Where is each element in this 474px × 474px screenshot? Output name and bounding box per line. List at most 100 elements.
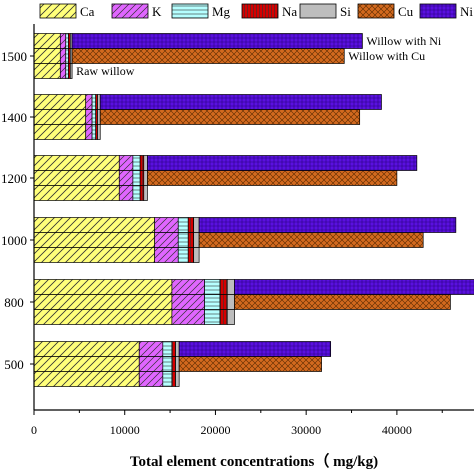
legend-label-Ni: Ni — [460, 4, 473, 19]
bar-segment-Na-1200-1 — [139, 170, 145, 186]
x-tick-label: 20000 — [200, 423, 230, 437]
bar-segment-Ca-1200-0 — [33, 185, 120, 201]
bar-segment-Ca-800-2 — [33, 279, 173, 295]
row-label-1: Willow with Cu — [348, 49, 425, 63]
bar-segment-K-800-1 — [171, 294, 205, 310]
legend-swatch-Mg — [171, 3, 209, 19]
bar-segment-Na-800-0 — [219, 309, 228, 325]
x-tick-label: 40000 — [382, 423, 412, 437]
bar-segment-Mg-800-1 — [204, 294, 221, 310]
bar-segment-Cu-1400-1 — [99, 109, 361, 125]
bar-segment-K-1400-0 — [85, 124, 93, 140]
bar-segment-Ca-1000-1 — [33, 232, 156, 248]
bar-segment-Si-1500-0 — [69, 63, 73, 79]
bar-segment-Mg-1500-0 — [65, 63, 69, 79]
bar-segment-Na-500-0 — [171, 371, 176, 387]
legend-label-Mg: Mg — [212, 4, 231, 19]
bar-segment-Na-1000-1 — [187, 232, 195, 248]
bar-segment-Si-1000-2 — [193, 217, 200, 233]
bar-segment-Ni-500-2 — [178, 341, 332, 357]
legend-swatch-Ca — [39, 3, 77, 19]
bar-group-800 — [33, 279, 474, 325]
bar-segment-Mg-800-2 — [204, 279, 221, 295]
bar-segment-Na-1200-2 — [139, 155, 145, 171]
bar-segment-Ca-1500-1 — [33, 48, 61, 64]
x-axis-title: Total element concentrations（ mg/kg) — [130, 452, 378, 470]
legend-swatch-Si — [299, 3, 337, 19]
bar-segment-Ca-1500-0 — [33, 63, 61, 79]
bar-segment-Ca-1200-1 — [33, 170, 120, 186]
bar-segment-Si-800-0 — [226, 309, 235, 325]
bar-segment-K-1500-1 — [59, 48, 67, 64]
bar-segment-Si-800-2 — [226, 279, 235, 295]
bar-segment-K-1500-2 — [59, 33, 67, 49]
bar-segment-Mg-1000-0 — [177, 247, 189, 263]
bar-segment-Mg-1200-1 — [132, 170, 141, 186]
bar-segment-Ni-800-2 — [234, 279, 474, 295]
row-label-0: Raw willow — [76, 64, 135, 78]
bar-segment-Cu-1500-1 — [71, 48, 345, 64]
bar-group-500 — [33, 341, 332, 387]
legend-item-Mg: Mg — [171, 3, 231, 19]
legend-item-Ca: Ca — [39, 3, 95, 19]
x-tick-label: 10000 — [110, 423, 140, 437]
bar-segment-Si-1400-1 — [97, 109, 101, 125]
bar-segment-Mg-1400-2 — [91, 94, 97, 110]
bar-segment-Cu-500-1 — [178, 356, 322, 372]
bar-segment-Si-1000-0 — [193, 247, 200, 263]
legend-item-Cu: Cu — [357, 3, 414, 19]
y-tick-label-800: 800 — [4, 295, 24, 310]
x-tick-label: 30000 — [291, 423, 321, 437]
bar-segment-K-1000-0 — [154, 247, 179, 263]
bar-segment-Na-1200-0 — [139, 185, 145, 201]
bar-segment-Mg-500-0 — [162, 371, 173, 387]
bar-group-1000 — [33, 217, 457, 263]
bar-segment-Si-500-2 — [175, 341, 180, 357]
bar-segment-Ca-500-0 — [33, 371, 140, 387]
bar-segment-Mg-500-2 — [162, 341, 173, 357]
y-tick-label-1200: 1200 — [1, 171, 27, 186]
bar-segment-Ni-1000-2 — [198, 217, 457, 233]
legend-item-K: K — [111, 3, 162, 19]
bar-segment-Mg-500-1 — [162, 356, 173, 372]
bar-segment-Ca-1500-2 — [33, 33, 61, 49]
bar-segment-Ca-1200-2 — [33, 155, 120, 171]
bar-segment-Ca-1400-2 — [33, 94, 87, 110]
legend-swatch-Ni — [419, 3, 457, 19]
bar-segment-Na-800-2 — [219, 279, 228, 295]
bar-segment-Mg-1500-1 — [65, 48, 69, 64]
legend-swatch-Cu — [357, 3, 395, 19]
bar-segment-Mg-1200-0 — [132, 185, 141, 201]
bar-segment-Si-1200-2 — [143, 155, 148, 171]
legend-swatch-Na — [241, 3, 279, 19]
y-tick-label-1000: 1000 — [1, 233, 27, 248]
bar-segment-K-1200-0 — [118, 185, 134, 201]
bar-segment-Na-800-1 — [219, 294, 228, 310]
bar-segment-K-1400-2 — [85, 94, 93, 110]
bar-group-1400 — [33, 94, 382, 140]
bar-segment-Si-500-0 — [175, 371, 180, 387]
bar-segment-K-1200-1 — [118, 170, 134, 186]
bar-group-1200 — [33, 155, 418, 201]
bar-segment-Ca-1000-2 — [33, 217, 156, 233]
bar-segment-Si-1200-1 — [143, 170, 148, 186]
bar-segment-Mg-1500-2 — [65, 33, 69, 49]
legend-item-Si: Si — [299, 3, 351, 19]
bar-segment-Si-1000-1 — [193, 232, 200, 248]
legend-swatch-K — [111, 3, 149, 19]
bar-segment-K-800-2 — [171, 279, 205, 295]
bar-segment-Na-1000-2 — [187, 217, 195, 233]
bar-segment-Mg-1400-1 — [91, 109, 97, 125]
bar-segment-Mg-1200-2 — [132, 155, 141, 171]
bar-segment-Mg-1000-2 — [177, 217, 189, 233]
bar-segment-K-800-0 — [171, 309, 205, 325]
row-label-2: Willow with Ni — [366, 34, 442, 48]
bar-segment-Ni-1400-2 — [99, 94, 382, 110]
bar-segment-Ca-1400-1 — [33, 109, 87, 125]
bar-segment-Cu-800-1 — [234, 294, 451, 310]
bar-segment-K-500-2 — [138, 341, 164, 357]
legend-label-Cu: Cu — [398, 4, 414, 19]
bar-segment-Na-500-2 — [171, 341, 176, 357]
legend: Ca K Mg Na Si Cu Ni — [39, 3, 473, 19]
bar-segment-Ca-1000-0 — [33, 247, 156, 263]
